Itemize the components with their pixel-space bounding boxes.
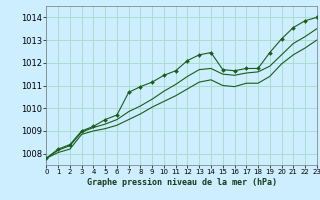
X-axis label: Graphe pression niveau de la mer (hPa): Graphe pression niveau de la mer (hPa) bbox=[87, 178, 276, 187]
